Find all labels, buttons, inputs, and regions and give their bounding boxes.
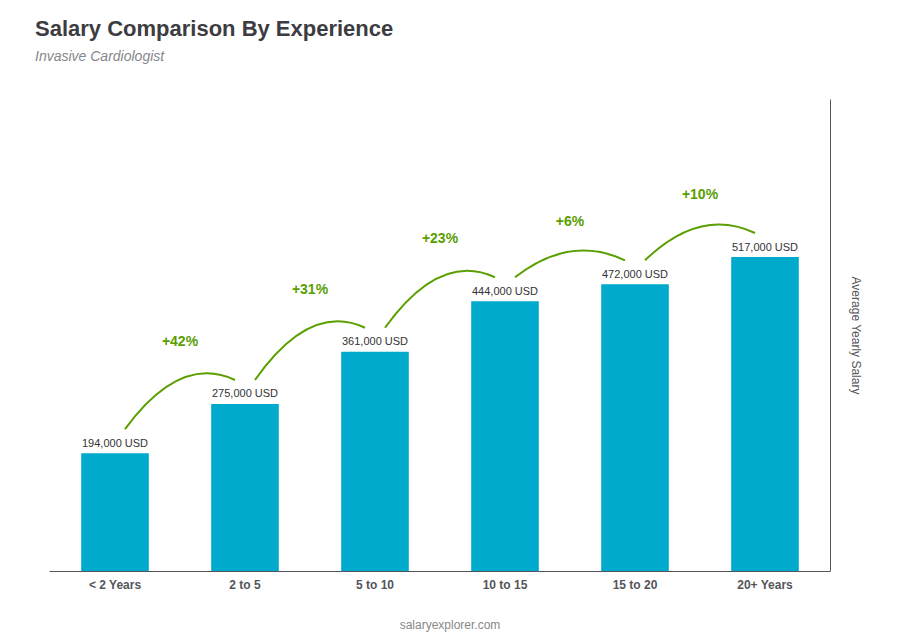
svg-text:10 to 15: 10 to 15 <box>483 578 528 592</box>
svg-text:+23%: +23% <box>422 230 459 246</box>
svg-text:2 to 5: 2 to 5 <box>229 578 261 592</box>
svg-text:+42%: +42% <box>162 333 199 349</box>
svg-text:Salary Comparison By Experienc: Salary Comparison By Experience <box>35 16 393 41</box>
svg-text:+10%: +10% <box>682 186 719 202</box>
svg-text:5 to 10: 5 to 10 <box>356 578 394 592</box>
svg-text:517,000 USD: 517,000 USD <box>732 241 798 253</box>
svg-text:+31%: +31% <box>292 281 329 297</box>
svg-text:20+ Years: 20+ Years <box>737 578 793 592</box>
svg-text:444,000 USD: 444,000 USD <box>472 285 538 297</box>
svg-text:472,000 USD: 472,000 USD <box>602 268 668 280</box>
svg-text:275,000 USD: 275,000 USD <box>212 387 278 399</box>
svg-text:salaryexplorer.com: salaryexplorer.com <box>400 618 501 632</box>
svg-text:361,000 USD: 361,000 USD <box>342 335 408 347</box>
svg-text:+6%: +6% <box>556 213 585 229</box>
svg-text:Average Yearly Salary: Average Yearly Salary <box>849 277 863 395</box>
svg-text:< 2 Years: < 2 Years <box>89 578 141 592</box>
svg-text:194,000 USD: 194,000 USD <box>82 437 148 449</box>
svg-text:15 to 20: 15 to 20 <box>613 578 658 592</box>
svg-text:Invasive Cardiologist: Invasive Cardiologist <box>35 48 165 64</box>
